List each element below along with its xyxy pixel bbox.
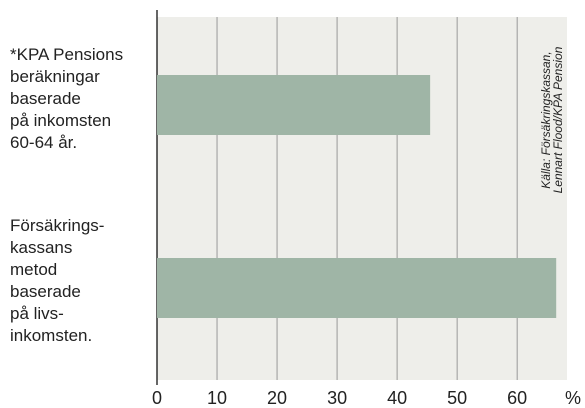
category-label: på inkomsten (10, 111, 111, 130)
category-label: baserade (10, 282, 81, 301)
x-tick-label: 60 (507, 388, 527, 408)
category-label: 60-64 år. (10, 133, 77, 152)
category-label: *KPA Pensions (10, 45, 123, 64)
category-label: baserade (10, 89, 81, 108)
x-tick-label: 10 (207, 388, 227, 408)
bar (157, 75, 431, 135)
x-tick-label: 0 (152, 388, 162, 408)
source-note: Källa: Försäkringskassan, (539, 51, 553, 188)
category-label: inkomsten. (10, 326, 92, 345)
x-axis-label: % (565, 388, 581, 408)
source-note: Lennart Flood/KPA Pension (551, 46, 565, 193)
category-label: beräkningar (10, 67, 100, 86)
category-label: Försäkrings- (10, 216, 104, 235)
x-tick-label: 20 (267, 388, 287, 408)
category-label: kassans (10, 238, 72, 257)
x-tick-label: 30 (327, 388, 347, 408)
plot-area (157, 17, 567, 380)
bar (157, 258, 557, 318)
x-tick-label: 50 (447, 388, 467, 408)
x-tick-label: 40 (387, 388, 407, 408)
category-label: på livs- (10, 304, 64, 323)
category-label: metod (10, 260, 57, 279)
